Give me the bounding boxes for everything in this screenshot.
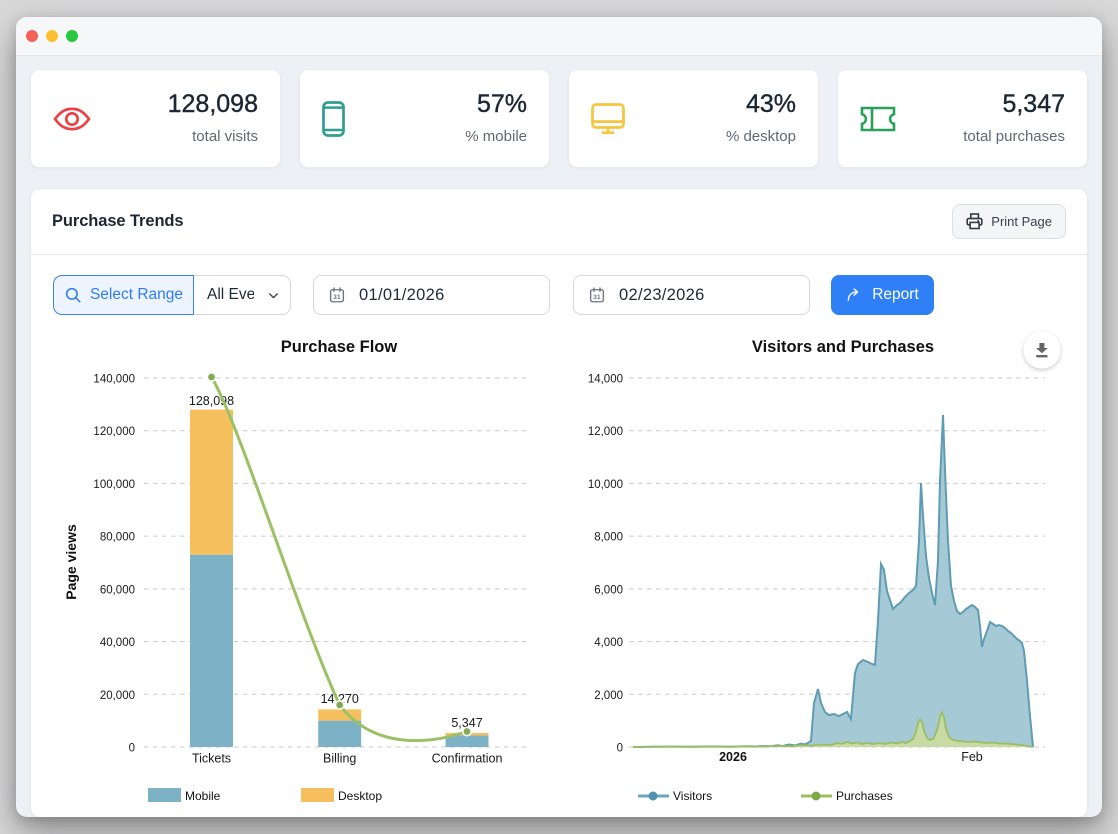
svg-text:128,098: 128,098	[189, 394, 234, 408]
svg-text:Page views: Page views	[63, 524, 79, 600]
svg-text:0: 0	[129, 743, 135, 755]
svg-text:Feb: Feb	[961, 750, 983, 764]
svg-text:4,000: 4,000	[594, 637, 623, 649]
svg-text:2,000: 2,000	[594, 690, 623, 702]
svg-text:Purchase Flow: Purchase Flow	[281, 338, 398, 356]
svg-text:12,000: 12,000	[588, 426, 623, 438]
svg-text:20,000: 20,000	[100, 690, 135, 702]
svg-text:31: 31	[333, 294, 341, 301]
svg-text:100,000: 100,000	[93, 479, 135, 491]
svg-text:0: 0	[617, 743, 623, 755]
svg-text:Visitors: Visitors	[673, 789, 712, 803]
svg-text:Confirmation: Confirmation	[432, 752, 503, 766]
svg-text:60,000: 60,000	[100, 584, 135, 596]
svg-text:140,000: 140,000	[93, 374, 135, 386]
svg-text:14,000: 14,000	[588, 374, 623, 386]
svg-text:Billing: Billing	[323, 752, 356, 766]
svg-text:6,000: 6,000	[594, 584, 623, 596]
svg-text:40,000: 40,000	[100, 637, 135, 649]
svg-text:5,347: 5,347	[451, 716, 482, 730]
svg-text:Mobile: Mobile	[185, 789, 221, 803]
svg-text:Tickets: Tickets	[192, 752, 231, 766]
svg-text:Desktop: Desktop	[338, 789, 382, 803]
svg-text:31: 31	[593, 294, 601, 301]
svg-text:2026: 2026	[719, 750, 747, 764]
svg-text:8,000: 8,000	[594, 532, 623, 544]
svg-text:120,000: 120,000	[93, 426, 135, 438]
svg-text:14,270: 14,270	[321, 692, 359, 706]
svg-text:Visitors and Purchases: Visitors and Purchases	[752, 338, 934, 356]
svg-text:Purchases: Purchases	[836, 789, 893, 803]
svg-text:10,000: 10,000	[588, 479, 623, 491]
svg-text:80,000: 80,000	[100, 532, 135, 544]
